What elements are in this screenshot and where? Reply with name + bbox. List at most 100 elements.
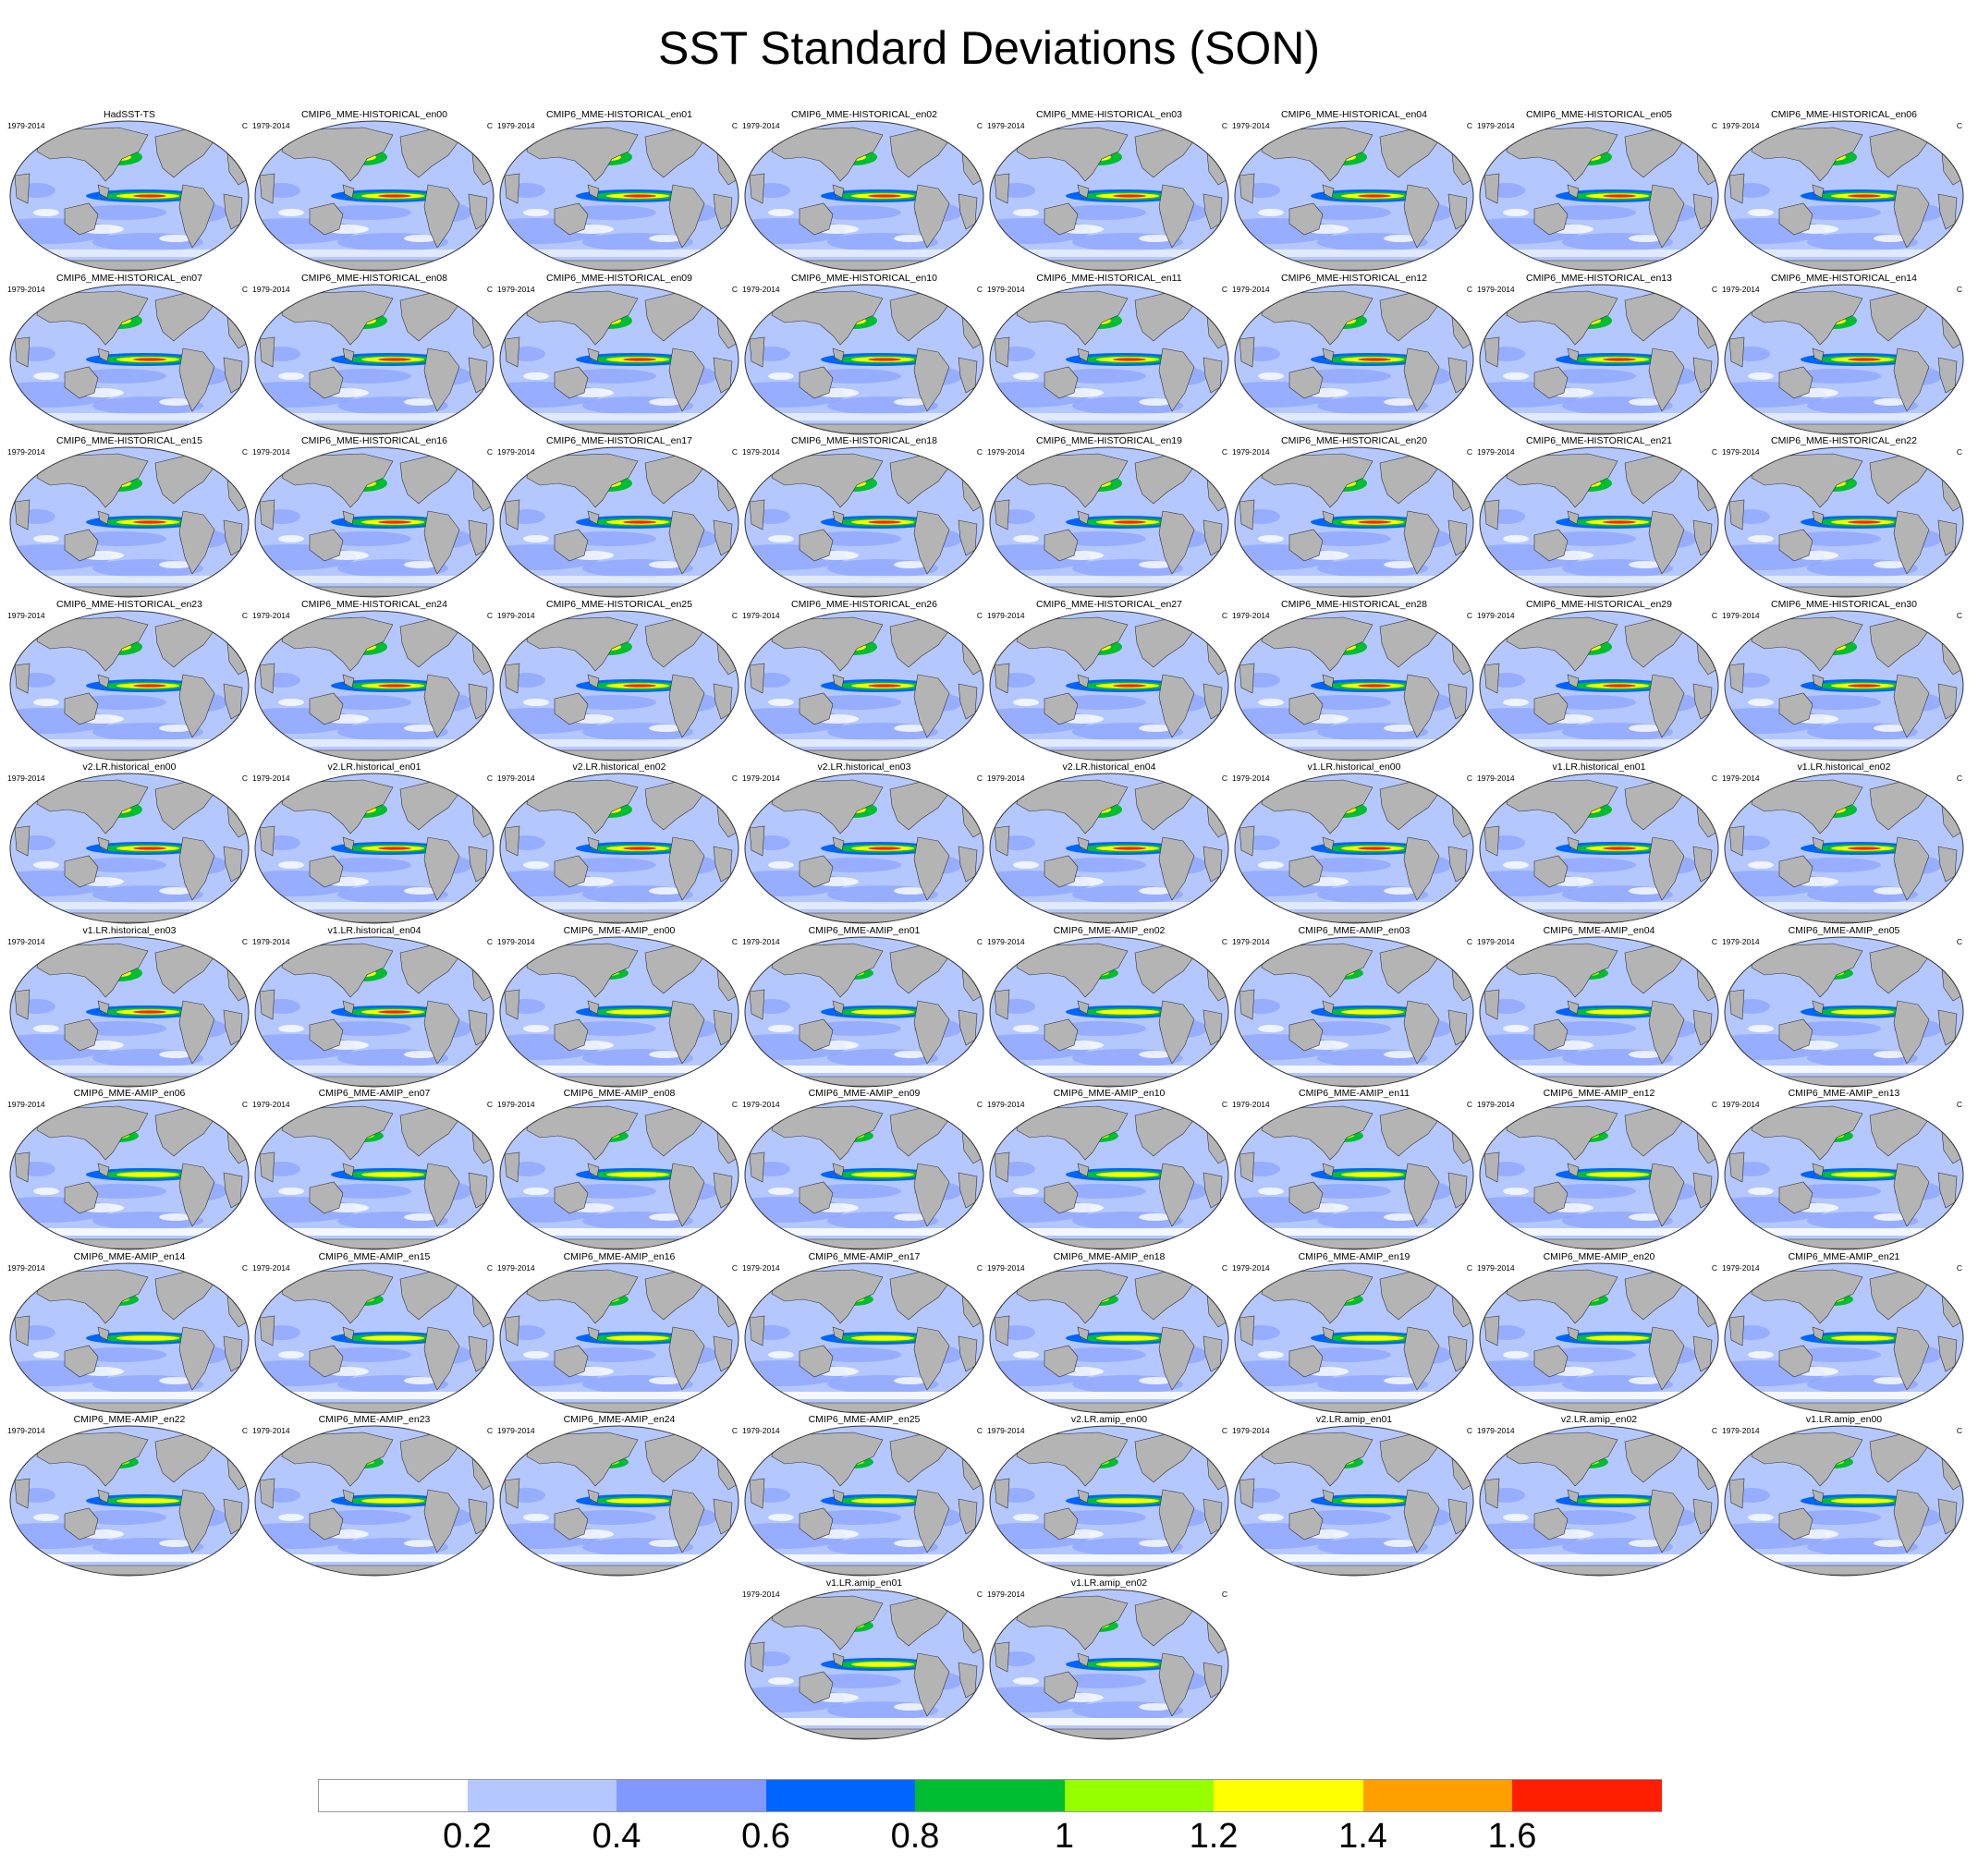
land-mass xyxy=(526,1105,639,1161)
enso-tongue-core xyxy=(868,357,901,361)
panel-period: 1979-2014 xyxy=(7,1100,45,1109)
enso-tongue-inner xyxy=(361,1334,424,1341)
map-panel: CMIP6_MME-HISTORICAL_en00 1979-2014 C xyxy=(252,109,496,272)
land-mass xyxy=(958,846,978,883)
land-mass xyxy=(1403,347,1440,412)
panel-unit: C xyxy=(1711,1262,1717,1273)
land-mass xyxy=(799,1181,834,1214)
land-mass xyxy=(958,1335,978,1371)
land-mass xyxy=(504,663,520,693)
sst-low-patch xyxy=(278,535,304,542)
land-mass xyxy=(1288,1181,1324,1214)
panel-period: 1979-2014 xyxy=(987,121,1025,130)
panel-period: 1979-2014 xyxy=(987,447,1025,457)
land-mass xyxy=(1567,347,1580,361)
world-map xyxy=(744,446,984,598)
land-mass xyxy=(468,683,488,719)
panel-unit: C xyxy=(1956,774,1962,783)
land-mass xyxy=(281,453,394,508)
world-map xyxy=(1724,773,1964,924)
land-mass xyxy=(309,1507,344,1541)
land-mass xyxy=(1692,846,1713,883)
land-mass xyxy=(799,692,834,725)
world-map xyxy=(989,773,1229,924)
world-map xyxy=(254,773,494,924)
sst-low-patch xyxy=(159,1376,192,1384)
land-mass xyxy=(554,1507,589,1541)
southern-ocean-band xyxy=(518,1065,721,1073)
land-mass xyxy=(290,1402,458,1412)
map-border xyxy=(744,1099,984,1250)
land-mass xyxy=(309,529,344,562)
southern-ocean-band xyxy=(28,902,231,909)
sst-low-patch xyxy=(1629,235,1662,242)
sst-low-patch xyxy=(404,235,437,242)
land-mass xyxy=(1322,510,1335,525)
land-mass xyxy=(958,1172,978,1209)
map-border xyxy=(254,1099,494,1250)
map-border xyxy=(744,284,984,434)
land-mass xyxy=(1893,1163,1930,1227)
sst-low-patch xyxy=(523,1188,549,1195)
land-mass xyxy=(1751,616,1863,671)
land-mass xyxy=(1533,1345,1569,1377)
land-mass xyxy=(1261,1269,1374,1323)
southern-ocean-band xyxy=(1497,1391,1701,1399)
land-mass xyxy=(1044,692,1079,725)
land-mass xyxy=(799,529,834,562)
land-mass xyxy=(1025,1076,1193,1086)
panel-period: 1979-2014 xyxy=(742,1262,780,1273)
land-mass xyxy=(994,825,1010,857)
enso-tongue-inner xyxy=(1586,1008,1649,1015)
panel-title: CMIP6_MME-HISTORICAL_en05 xyxy=(1526,109,1672,120)
land-mass xyxy=(342,1326,355,1340)
map-border xyxy=(499,936,739,1087)
land-mass xyxy=(1025,749,1193,760)
southern-ocean-band xyxy=(1252,412,1456,420)
panel-title: CMIP6_MME-HISTORICAL_en18 xyxy=(791,435,937,446)
land-mass xyxy=(1322,674,1335,688)
panel-period: 1979-2014 xyxy=(252,1426,290,1435)
land-mass xyxy=(1016,1105,1129,1161)
map-panel: CMIP6_MME-HISTORICAL_en06 1979-2014 C xyxy=(1722,109,1966,272)
land-mass xyxy=(1760,1402,1928,1412)
panel-period: 1979-2014 xyxy=(1232,121,1270,130)
map-border xyxy=(989,120,1229,272)
panel-period: 1979-2014 xyxy=(497,284,535,294)
land-mass xyxy=(14,825,31,857)
land-mass xyxy=(14,663,31,693)
panel-title: CMIP6_MME-AMIP_en19 xyxy=(1298,1250,1410,1262)
land-mass xyxy=(554,529,589,562)
panel-title: CMIP6_MME-HISTORICAL_en23 xyxy=(56,598,202,610)
land-mass xyxy=(45,912,214,923)
map-panel: CMIP6_MME-AMIP_en24 1979-2014 C xyxy=(497,1414,741,1577)
land-mass xyxy=(1648,184,1685,249)
land-mass xyxy=(1778,202,1813,236)
land-mass xyxy=(259,1151,275,1183)
land-mass xyxy=(668,347,705,412)
land-mass xyxy=(1893,1000,1930,1065)
sst-low-patch xyxy=(1258,1350,1284,1358)
land-mass xyxy=(290,423,458,433)
panel-period: 1979-2014 xyxy=(497,121,535,130)
map-panel: CMIP6_MME-AMIP_en16 1979-2014 C xyxy=(497,1251,741,1414)
map-panel: CMIP6_MME-AMIP_en05 1979-2014 C xyxy=(1722,925,1966,1088)
panel-period: 1979-2014 xyxy=(742,121,780,130)
land-mass xyxy=(526,616,639,671)
land-mass xyxy=(1484,989,1500,1019)
map-panel: CMIP6_MME-HISTORICAL_en24 1979-2014 C xyxy=(252,599,496,761)
land-mass xyxy=(1447,519,1468,556)
panel-title: CMIP6_MME-AMIP_en12 xyxy=(1543,1088,1655,1099)
world-map xyxy=(744,773,984,924)
southern-ocean-band xyxy=(1252,250,1456,257)
panel-title: CMIP6_MME-HISTORICAL_en17 xyxy=(546,435,692,446)
map-border xyxy=(9,446,250,598)
land-mass xyxy=(259,1315,275,1346)
land-mass xyxy=(504,1151,520,1183)
panel-period: 1979-2014 xyxy=(742,610,780,620)
land-mass xyxy=(223,1009,243,1045)
land-mass xyxy=(1648,1326,1685,1391)
land-mass xyxy=(342,184,355,199)
panel-unit: C xyxy=(731,1426,738,1435)
map-border xyxy=(1479,1099,1719,1250)
